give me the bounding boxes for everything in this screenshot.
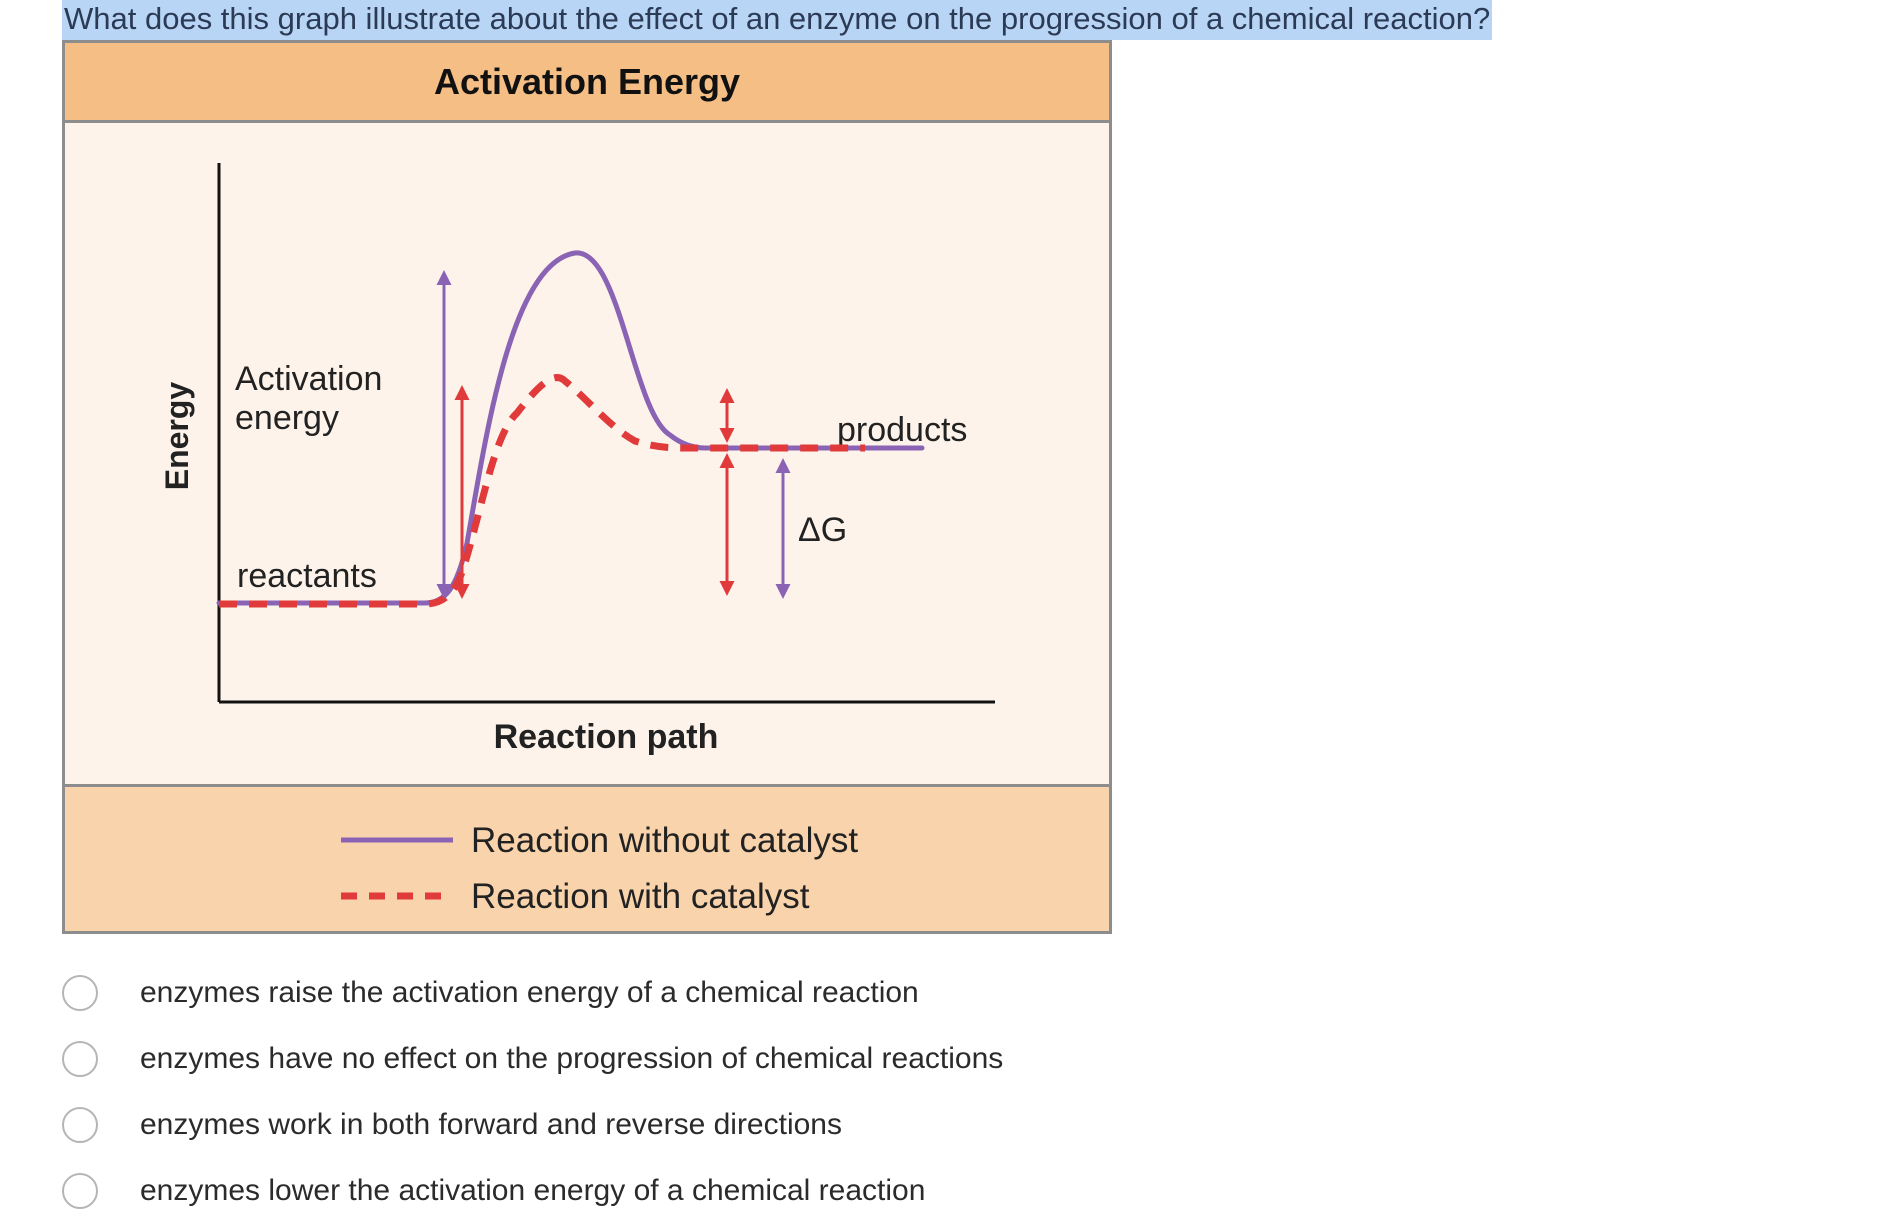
answer-option[interactable]: enzymes lower the activation energy of a… <box>62 1158 1003 1224</box>
x-axis-label: Reaction path <box>494 718 719 756</box>
energy-diagram: Energy Reaction path Activation energy r… <box>159 163 995 916</box>
answer-option[interactable]: enzymes raise the activation energy of a… <box>62 960 1003 1026</box>
answer-options: enzymes raise the activation energy of a… <box>62 960 1003 1224</box>
products-label: products <box>837 411 967 449</box>
activation-energy-label-line1: Activation <box>235 360 382 398</box>
delta-g-label: ΔG <box>798 511 847 549</box>
activation-energy-label-line2: energy <box>235 399 339 437</box>
question-text: What does this graph illustrate about th… <box>62 0 1493 40</box>
answer-option-label[interactable]: enzymes have no effect on the progressio… <box>140 1042 1004 1075</box>
legend-label-catalyzed: Reaction with catalyst <box>471 877 810 916</box>
figure-legend <box>65 784 1109 931</box>
legend-label-uncatalyzed: Reaction without catalyst <box>471 821 858 860</box>
catalyzed-curve <box>219 374 865 608</box>
reactants-label: reactants <box>237 557 377 595</box>
answer-option[interactable]: enzymes have no effect on the progressio… <box>62 1026 1003 1092</box>
figure-title: Activation Energy <box>433 61 741 102</box>
answer-option-label[interactable]: enzymes work in both forward and reverse… <box>140 1108 842 1141</box>
y-axis-label: Energy <box>159 382 195 491</box>
answer-option[interactable]: enzymes work in both forward and reverse… <box>62 1092 1003 1158</box>
radio-button[interactable] <box>62 1173 98 1209</box>
radio-button[interactable] <box>62 975 98 1011</box>
answer-option-label[interactable]: enzymes raise the activation energy of a… <box>140 976 919 1009</box>
activation-energy-figure: Activation Energy Energy Reaction path A… <box>62 40 1112 934</box>
radio-button[interactable] <box>62 1107 98 1143</box>
answer-option-label[interactable]: enzymes lower the activation energy of a… <box>140 1174 926 1207</box>
radio-button[interactable] <box>62 1041 98 1077</box>
figure-header: Activation Energy <box>65 43 1109 123</box>
